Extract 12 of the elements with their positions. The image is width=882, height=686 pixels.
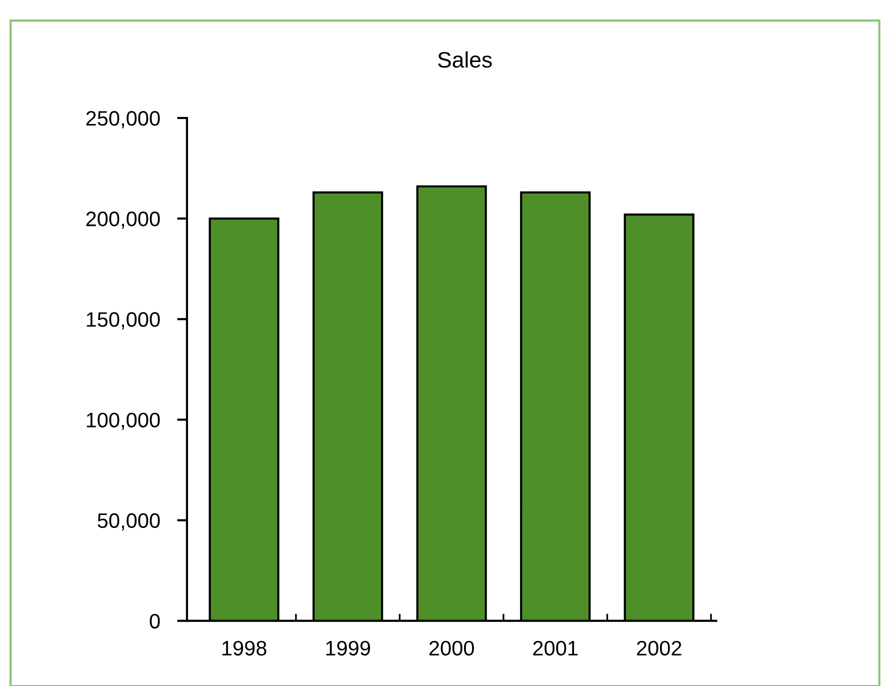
y-tick-label: 250,000 <box>86 110 160 128</box>
y-tick-label: 100,000 <box>86 412 160 430</box>
x-tick-label: 2002 <box>636 640 682 656</box>
x-tick-label: 1999 <box>326 640 370 656</box>
y-tick-label: 0 <box>150 614 160 629</box>
x-tick-label: 1998 <box>222 640 266 656</box>
y-tick-label: 200,000 <box>86 212 160 229</box>
x-tick-label: 2001 <box>533 640 578 656</box>
x-tick-label: 2000 <box>429 640 474 656</box>
chart-title: Sales <box>438 51 492 68</box>
y-tick-label: 50,000 <box>98 513 160 530</box>
y-tick-label: 150,000 <box>86 312 160 330</box>
